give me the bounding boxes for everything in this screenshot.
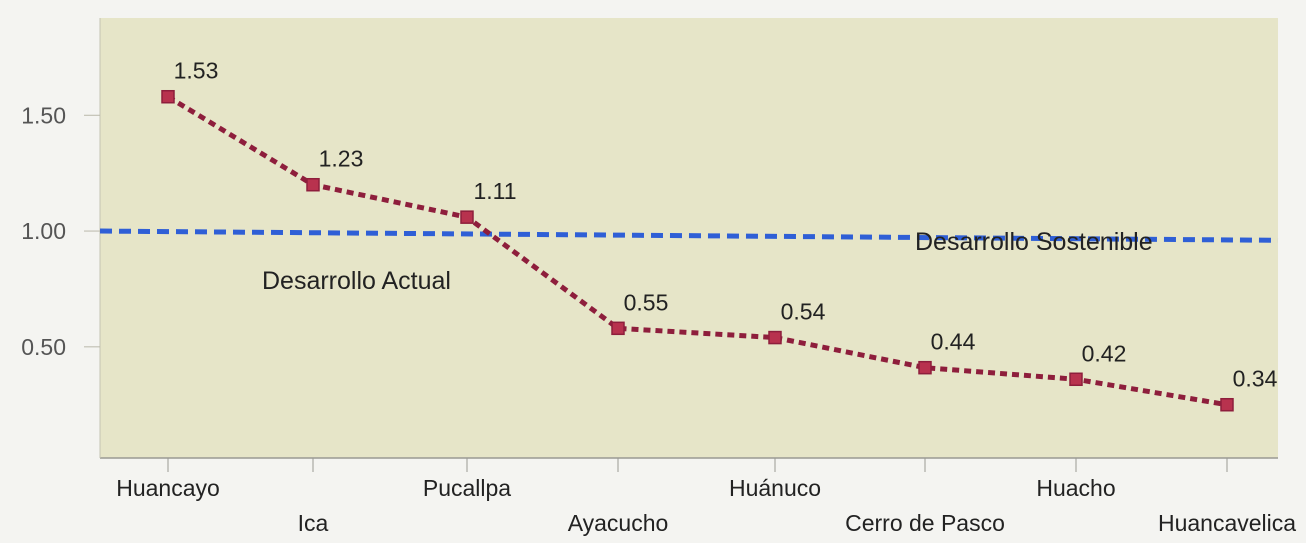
x-tick-label: Huancavelica: [1158, 510, 1296, 536]
y-tick-label: 1.00: [21, 218, 66, 244]
data-label: 0.44: [931, 329, 976, 355]
data-point: [1220, 397, 1234, 412]
data-point: [1069, 372, 1083, 387]
data-label: 0.55: [624, 289, 669, 315]
data-point: [460, 210, 474, 224]
y-tick-label: 0.50: [21, 334, 66, 360]
data-label: 0.54: [781, 299, 826, 325]
x-tick-label: Cerro de Pasco: [845, 510, 1005, 536]
x-axis-ticks: Huancayo Ica Pucallpa Ayacucho Huánuco Cerro …: [116, 458, 1296, 536]
data-point: [768, 330, 782, 345]
x-tick-label: Huánuco: [729, 475, 821, 501]
annotation-desarrollo-sostenible: Desarrollo Sostenible: [915, 228, 1153, 256]
series-markers: [161, 89, 1234, 412]
data-label: 1.53: [174, 58, 219, 84]
annotation-desarrollo-actual: Desarrollo Actual: [262, 267, 451, 295]
series-line: [166, 94, 1228, 408]
x-tick-label: Pucallpa: [423, 475, 511, 501]
value-labels: 1.53 1.23 1.11 0.55 0.54 0.44 0.42 0.34: [174, 58, 1278, 392]
data-point: [306, 177, 320, 192]
y-axis-ticks: 1.50 1.00 0.50: [21, 102, 100, 360]
data-label: 1.11: [473, 178, 516, 204]
x-tick-label: Ayacucho: [568, 510, 669, 536]
x-tick-label: Ica: [298, 510, 329, 536]
y-tick-label: 1.50: [21, 102, 66, 128]
data-label: 0.34: [1233, 366, 1278, 392]
data-point: [611, 321, 625, 336]
x-tick-label: Huacho: [1036, 475, 1115, 501]
sostenible-reference-line: [99, 228, 1279, 243]
data-point: [161, 89, 175, 104]
data-label: 0.42: [1082, 340, 1127, 366]
data-label: 1.23: [319, 146, 364, 172]
data-point: [918, 360, 932, 375]
x-tick-label: Huancayo: [116, 475, 220, 501]
